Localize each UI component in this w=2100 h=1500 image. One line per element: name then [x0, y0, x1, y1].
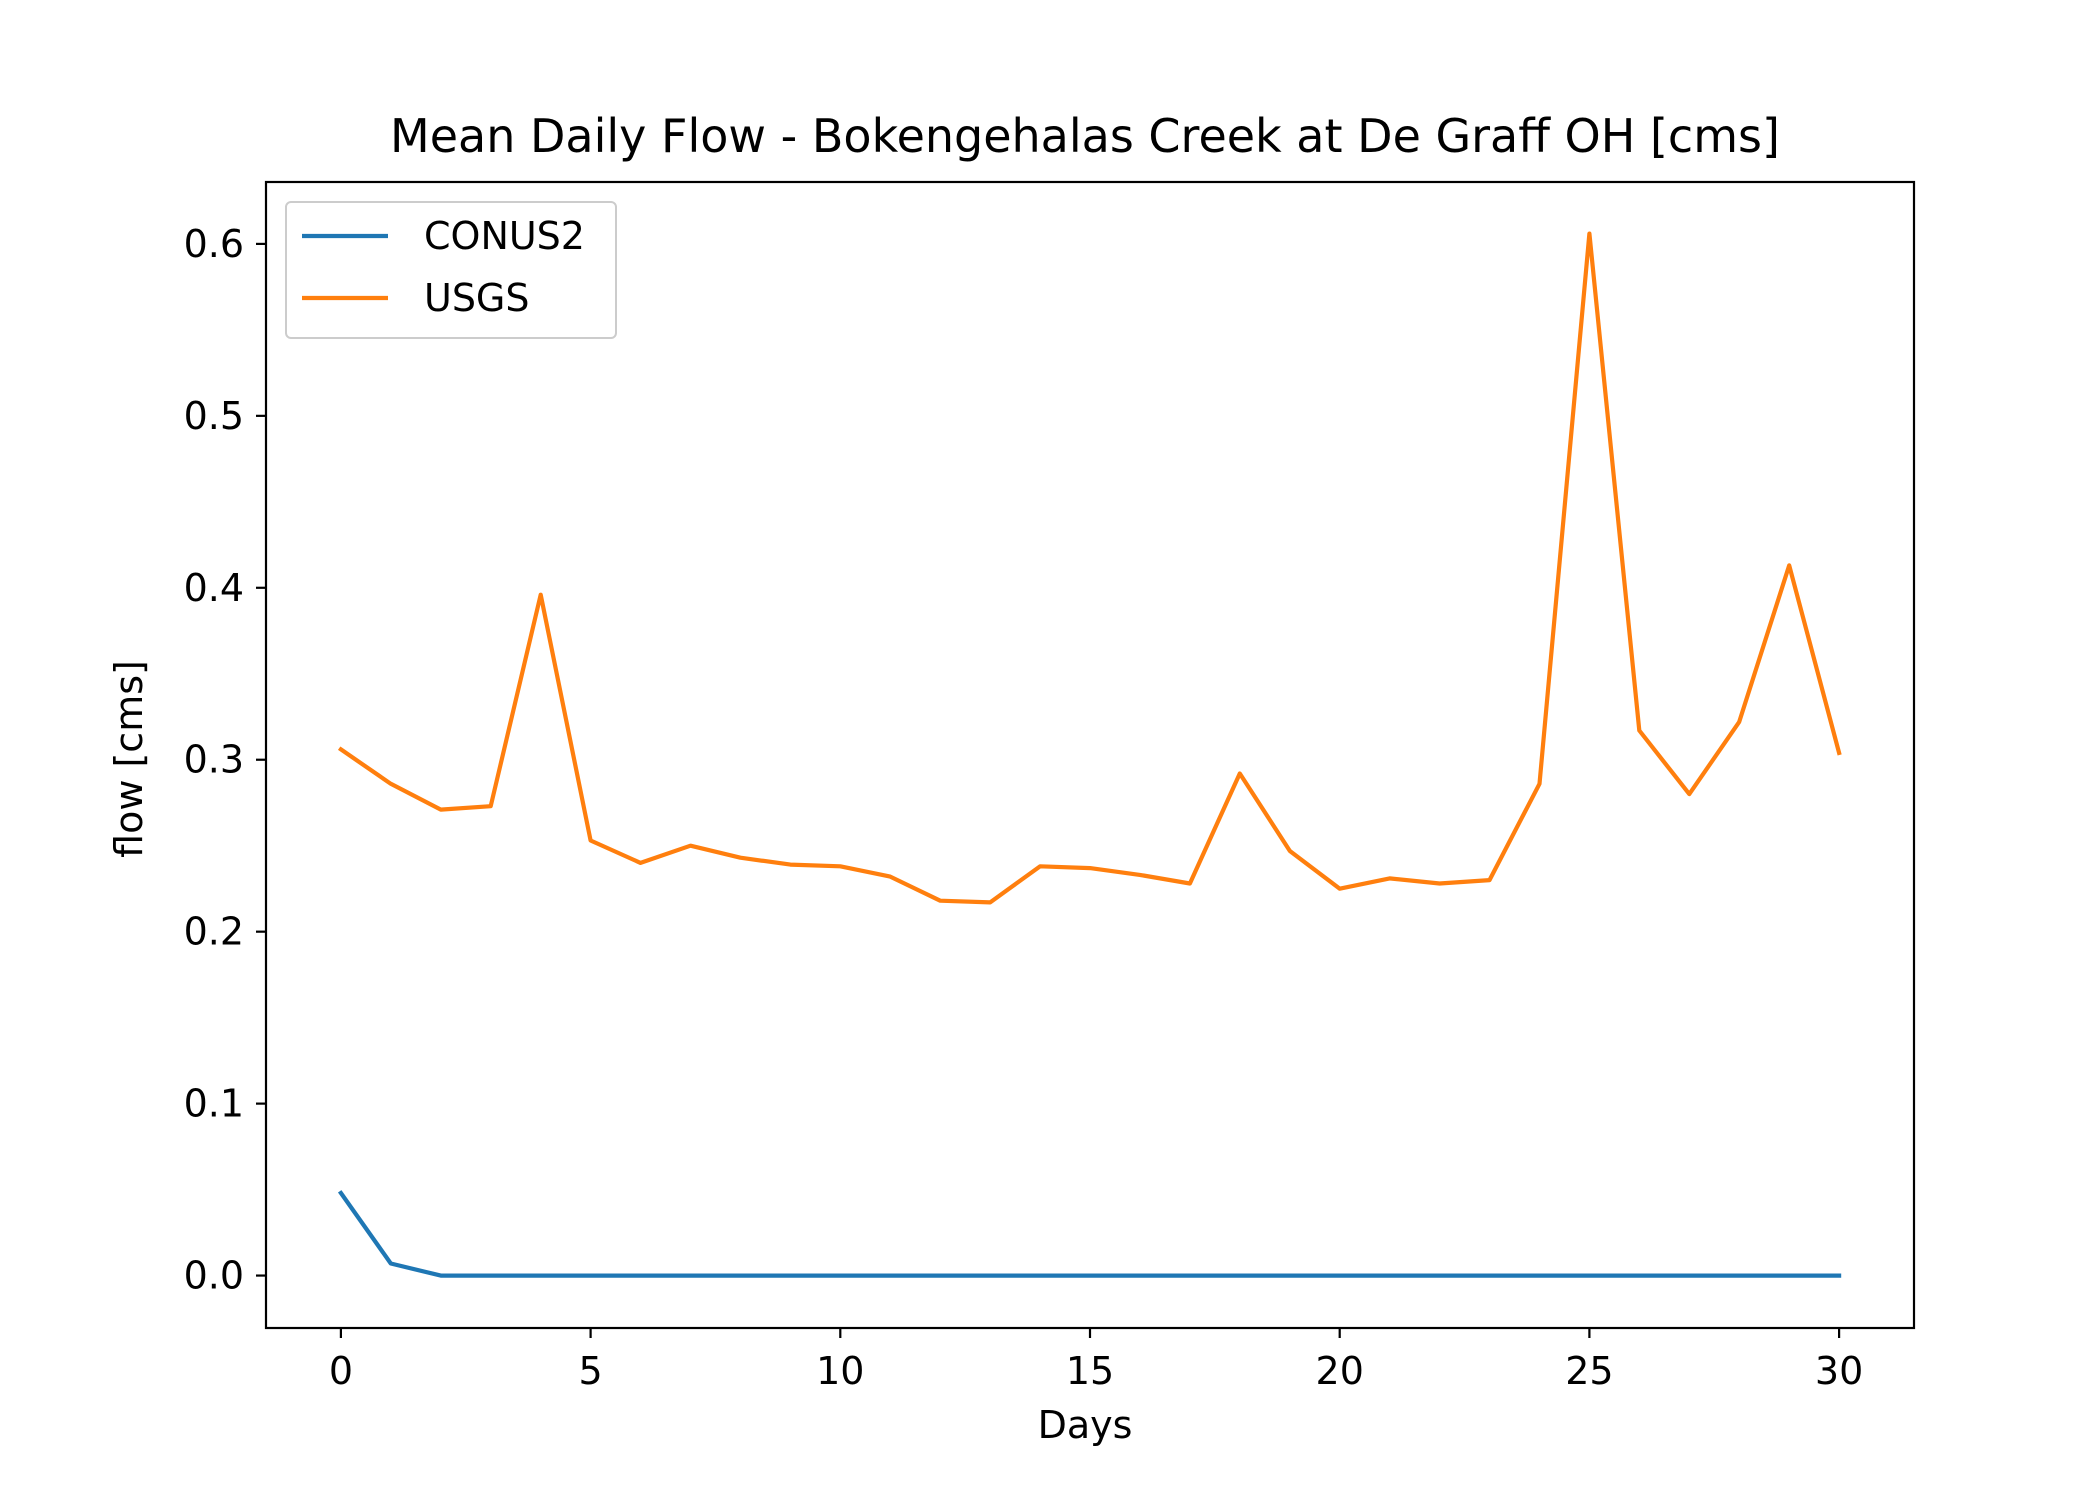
- legend: CONUS2 USGS: [285, 201, 617, 339]
- y-tick-label: 0.1: [184, 1082, 244, 1126]
- x-tick-label: 20: [1316, 1349, 1364, 1393]
- x-tick-label: 25: [1565, 1349, 1613, 1393]
- y-tick-label: 0.5: [184, 394, 244, 438]
- y-axis-label: flow [cms]: [107, 660, 151, 858]
- x-tick-label: 10: [816, 1349, 864, 1393]
- series-line-usgs: [337, 231, 1842, 905]
- legend-label-usgs: USGS: [424, 276, 530, 320]
- chart-title: Mean Daily Flow - Bokengehalas Creek at …: [390, 109, 1780, 163]
- x-tick-label: 5: [579, 1349, 603, 1393]
- y-tick-label: 0.0: [184, 1254, 244, 1298]
- y-tick-label: 0.2: [184, 910, 244, 954]
- y-tick-label: 0.3: [184, 738, 244, 782]
- series-line-conus2: [337, 1190, 1842, 1278]
- plot-area: 0 5 10 15 20 25 30 0.0 0.1 0.2 0.3 0.4 0.5 0.6 CONUS2 U…: [184, 180, 1916, 1393]
- x-tick-label: 30: [1815, 1349, 1863, 1393]
- x-tick-label: 0: [329, 1349, 353, 1393]
- legend-label-conus2: CONUS2: [424, 214, 585, 258]
- x-tick-label: 15: [1066, 1349, 1114, 1393]
- x-axis-label: Days: [1038, 1403, 1133, 1447]
- y-tick-label: 0.6: [184, 222, 244, 266]
- y-tick-label: 0.4: [184, 566, 244, 610]
